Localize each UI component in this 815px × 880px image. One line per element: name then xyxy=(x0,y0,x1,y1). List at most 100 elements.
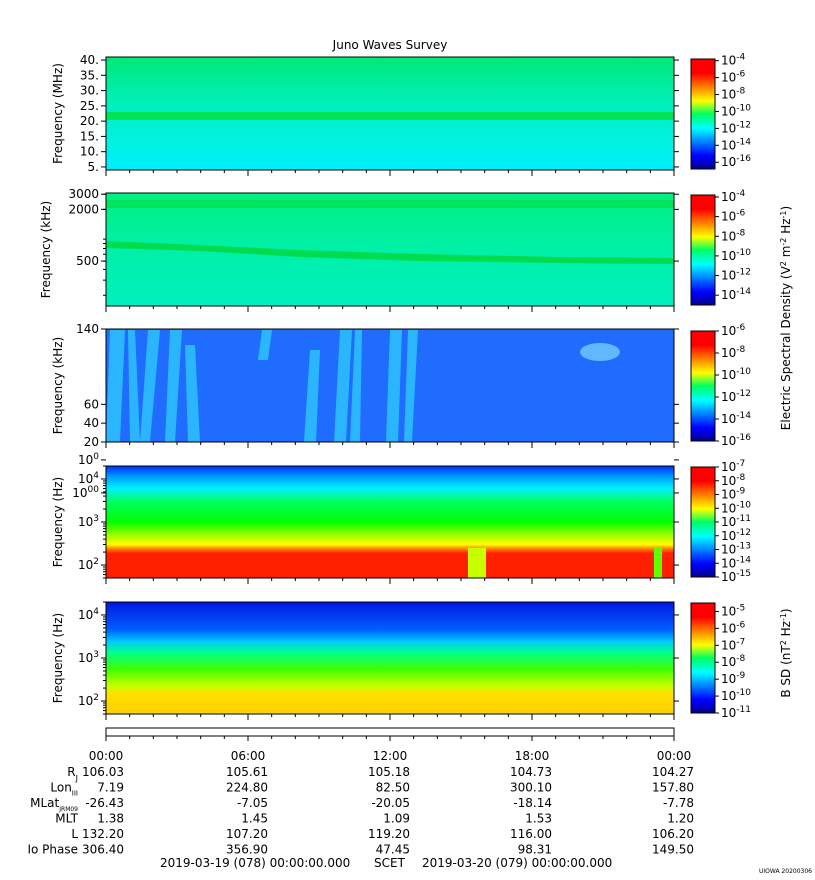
ephem-value: 149.50 xyxy=(652,843,694,857)
ephem-value: 1.53 xyxy=(525,812,552,826)
bsd-label: B SD (nT2 Hz-1) xyxy=(779,608,794,697)
colorbar-5-tick-label-3: 10-8 xyxy=(721,654,746,669)
panel-5-ytick-label-2: 104 xyxy=(78,607,99,622)
ephem-label-mlat: MLatJRM09 xyxy=(30,796,78,813)
colorbar-4 xyxy=(690,466,716,578)
ephem-value: 1.20 xyxy=(667,812,694,826)
footer-start-time: 2019-03-19 (078) 00:00:00.000 xyxy=(160,856,350,870)
colorbars xyxy=(690,58,716,714)
ephem-value: 105.61 xyxy=(226,765,268,779)
colorbar-2-tick-label-4: 10-12 xyxy=(721,268,751,283)
ephem-value: 356.90 xyxy=(226,843,268,857)
ephem-value: -7.05 xyxy=(237,796,268,810)
panel-1-emission-band xyxy=(106,112,674,120)
colorbar-1 xyxy=(690,58,716,170)
ephem-value: -26.43 xyxy=(85,796,124,810)
panel-4-spectrogram xyxy=(106,466,674,578)
panel-4-ytick-label-2: 104 xyxy=(78,471,99,486)
panel-5-ytick-label-0: 102 xyxy=(78,693,99,708)
panel-3-bursts xyxy=(106,330,418,442)
panel-1-ytick-label-5: 30. xyxy=(80,84,99,98)
panel-3-ytick-label-4: 140 xyxy=(76,322,99,336)
ephem-value: 116.00 xyxy=(510,827,552,841)
panel-1-ylabel: Frequency (MHz) xyxy=(51,63,65,164)
colorbar-5 xyxy=(690,602,716,714)
panel-3-ytick-label-0: 20 xyxy=(84,435,99,449)
panel-5-ylabel: Frequency (Hz) xyxy=(51,613,65,704)
panel-1-ytick-label-2: 15. xyxy=(80,129,99,143)
ephem-value: 224.80 xyxy=(226,781,268,795)
panel-3-ylabel: Frequency (kHz) xyxy=(51,337,65,434)
ephem-value: 306.40 xyxy=(82,843,124,857)
colorbar-4-tick-label-5: 10-12 xyxy=(721,528,751,543)
ephem-label-lon: LonIII xyxy=(50,781,78,798)
ephem-label-l: L xyxy=(71,827,78,841)
ephem-value: -7.78 xyxy=(663,796,694,810)
ephem-value: 157.80 xyxy=(652,781,694,795)
ephem-label-io-phase: Io Phase xyxy=(27,843,78,857)
colorbar-3-tick-label-1: 10-8 xyxy=(721,345,746,360)
time-label-1: 06:00 xyxy=(231,749,266,763)
ephem-label-mlt: MLT xyxy=(55,812,78,826)
colorbar-4-tick-label-0: 10-7 xyxy=(721,459,745,474)
ephem-value: 1.09 xyxy=(383,812,410,826)
colorbar-5-tick-label-4: 10-9 xyxy=(721,671,746,686)
panel-2-ytick-label-2: 2000 xyxy=(68,202,99,216)
panel-2-ytick-label-1: 1000 xyxy=(72,485,99,500)
ephem-value: 106.20 xyxy=(652,827,694,841)
colorbar-3 xyxy=(690,330,716,442)
electric-spectral-density-label: Electric Spectral Density (V2 m-2 Hz-1) xyxy=(779,206,794,430)
colorbar-5-tick-label-5: 10-10 xyxy=(721,688,751,703)
colorbar-3-tick-label-5: 10-16 xyxy=(721,433,751,448)
colorbar-2-tick-label-5: 10-14 xyxy=(721,287,751,302)
footer-stamp: UIOWA 20200306 xyxy=(759,868,812,875)
panel-2-band-drift xyxy=(106,241,674,264)
chart-title: Juno Waves Survey xyxy=(332,38,448,52)
panel-frequency-khz-linear xyxy=(105,328,675,443)
panel-4-ytick-label-0: 102 xyxy=(78,557,99,572)
colorbar-2-tick-label-0: 10-4 xyxy=(721,189,746,204)
panel-3-ytick-label-3: 100 xyxy=(78,452,99,467)
panel-high-frequency-mhz xyxy=(105,56,675,171)
ephem-value: 7.19 xyxy=(97,781,124,795)
time-label-3: 18:00 xyxy=(515,749,550,763)
colorbar-1-tick-label-3: 10-10 xyxy=(721,103,751,118)
panel-2-band-upper xyxy=(106,200,674,208)
orbit-track-strip xyxy=(105,727,675,737)
ephem-value: 107.20 xyxy=(226,827,268,841)
footer-end-time: 2019-03-20 (079) 00:00:00.000 xyxy=(422,856,612,870)
ephem-value: 300.10 xyxy=(510,781,552,795)
panel-1-ytick-label-4: 25. xyxy=(80,99,99,113)
ephem-value: 1.38 xyxy=(97,812,124,826)
panel-3-ytick-label-1: 40 xyxy=(84,416,99,430)
ephem-label-rj: RJ xyxy=(67,765,78,783)
panel-4-gap-1 xyxy=(468,548,486,578)
ephem-value: 132.20 xyxy=(82,827,124,841)
footer-scet: SCET xyxy=(374,856,406,870)
colorbar-4-tick-label-6: 10-13 xyxy=(721,542,751,557)
panel-1-ytick-label-6: 35. xyxy=(80,68,99,82)
colorbar-4-tick-label-7: 10-14 xyxy=(721,555,751,570)
panel-4-ytick-label-1: 103 xyxy=(78,514,99,529)
colorbar-5-tick-label-2: 10-7 xyxy=(721,637,745,652)
colorbar-3-tick-label-0: 10-6 xyxy=(721,323,746,338)
panel-2-ytick-label-3: 3000 xyxy=(68,187,99,201)
colorbar-4-tick-label-4: 10-11 xyxy=(721,514,751,529)
colorbar-5-tick-label-0: 10-5 xyxy=(721,603,745,618)
colorbar-5-tick-label-6: 10-11 xyxy=(721,705,751,720)
colorbar-1-tick-label-0: 10-4 xyxy=(721,53,746,68)
colorbar-4-tick-label-3: 10-10 xyxy=(721,500,751,515)
panel-4-ylabel: Frequency (Hz) xyxy=(51,477,65,568)
colorbar-4-tick-label-1: 10-8 xyxy=(721,473,746,488)
ephem-value: -18.14 xyxy=(513,796,552,810)
ephem-value: 119.20 xyxy=(368,827,410,841)
colorbar-2-tick-label-2: 10-8 xyxy=(721,228,746,243)
colorbar-3-tick-label-2: 10-10 xyxy=(721,367,751,382)
panel-5-spectrogram xyxy=(106,602,674,714)
colorbar-1-tick-label-6: 10-16 xyxy=(721,154,751,169)
colorbar-2 xyxy=(690,194,716,306)
ephem-value: 47.45 xyxy=(376,843,410,857)
ephem-value: 104.27 xyxy=(652,765,694,779)
ephem-value: 82.50 xyxy=(376,781,410,795)
